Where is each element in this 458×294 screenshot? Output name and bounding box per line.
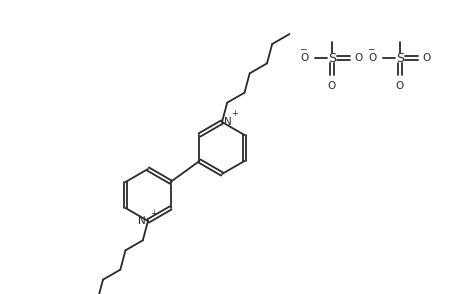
Text: O: O [396, 81, 404, 91]
Text: +: + [231, 109, 238, 118]
Text: S: S [396, 51, 404, 64]
Text: O: O [369, 53, 377, 63]
Text: N: N [224, 117, 232, 127]
Text: N: N [138, 216, 146, 226]
Text: O: O [354, 53, 362, 63]
Text: −: − [299, 44, 307, 53]
Text: O: O [328, 81, 336, 91]
Text: O: O [301, 53, 309, 63]
Text: −: − [367, 44, 375, 53]
Text: O: O [422, 53, 430, 63]
Text: S: S [328, 51, 336, 64]
Text: +: + [150, 209, 157, 218]
